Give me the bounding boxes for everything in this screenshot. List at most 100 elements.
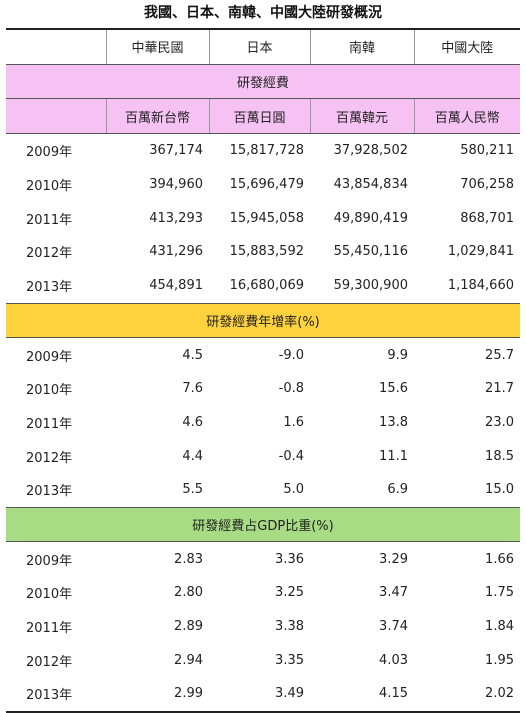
column-header-china: 中國大陸 <box>413 27 520 65</box>
value-cell: 18.5 <box>485 448 514 464</box>
year-label: 2013年 <box>6 677 106 713</box>
year-label: 2010年 <box>26 383 73 399</box>
value-cell: 431,296 <box>149 244 203 260</box>
table-row: 2010年 2.80 3.25 3.47 1.75 <box>6 576 520 610</box>
year-label: 2013年 <box>6 472 106 508</box>
unit-label: 百萬日圓 <box>208 98 310 135</box>
value-cell: 413,293 <box>149 210 203 226</box>
value-cell: 3.29 <box>379 551 408 567</box>
column-header-taiwan: 中華民國 <box>105 27 209 65</box>
year-label: 2010年 <box>26 179 73 195</box>
growth-section-header: 研發經費年增率(%) <box>6 303 520 339</box>
value-cell: 15,696,479 <box>229 177 304 193</box>
unit-label: 百萬人民幣 <box>413 98 520 135</box>
table-row: 2012年 431,296 15,883,592 55,450,116 1,029,84… <box>6 235 520 269</box>
year-label: 2013年 <box>6 268 106 304</box>
gdp-section-header: 研發經費占GDP比重(%) <box>6 507 520 543</box>
table-row: 2009年 367,174 15,817,728 37,928,502 580,211 <box>6 134 520 168</box>
value-cell: 2.02 <box>414 677 520 713</box>
value-cell: 2.94 <box>174 652 203 668</box>
value-cell: 4.4 <box>182 448 203 464</box>
table-row: 2009年 2.83 3.36 3.29 1.66 <box>6 542 520 576</box>
value-cell: 13.8 <box>379 414 408 430</box>
value-cell: 1.84 <box>485 619 514 635</box>
value-cell: 394,960 <box>149 177 203 193</box>
value-cell: 23.0 <box>485 414 514 430</box>
column-header-korea: 南韓 <box>309 27 414 65</box>
value-cell: 43,854,834 <box>333 177 408 193</box>
value-cell: 7.6 <box>182 381 203 397</box>
value-cell: 55,450,116 <box>333 244 408 260</box>
table-row: 2010年 7.6 -0.8 15.6 21.7 <box>6 372 520 406</box>
table-row: 2011年 413,293 15,945,058 49,890,419 868,701 <box>6 201 520 235</box>
year-label: 2009年 <box>26 553 73 569</box>
value-cell: 3.38 <box>275 619 304 635</box>
gdp-section-title: 研發經費占GDP比重(%) <box>6 507 520 543</box>
value-cell: 706,258 <box>460 177 514 193</box>
value-cell: 3.49 <box>209 677 310 713</box>
year-label: 2011年 <box>26 416 73 432</box>
unit-label: 百萬新台幣 <box>105 98 209 135</box>
value-cell: 4.03 <box>379 652 408 668</box>
table-row: 2012年 2.94 3.35 4.03 1.95 <box>6 643 520 677</box>
expense-section-header: 研發經費 <box>6 64 520 100</box>
year-label: 2011年 <box>26 621 73 637</box>
value-cell: -9.0 <box>278 347 304 363</box>
value-cell: 37,928,502 <box>333 143 408 159</box>
column-header-row: 中華民國 日本 南韓 中國大陸 <box>6 27 520 65</box>
value-cell: 3.35 <box>275 652 304 668</box>
year-label: 2012年 <box>26 654 73 670</box>
table-row: 2013年 454,891 16,680,069 59,300,900 1,184,66… <box>6 268 520 304</box>
expense-unit-row: 百萬新台幣 百萬日圓 百萬韓元 百萬人民幣 <box>6 98 520 135</box>
growth-section-title: 研發經費年增率(%) <box>6 303 520 339</box>
value-cell: 21.7 <box>485 381 514 397</box>
year-label: 2009年 <box>26 349 73 365</box>
value-cell: 15,817,728 <box>229 143 304 159</box>
value-cell: 1.6 <box>283 414 304 430</box>
value-cell: 9.9 <box>387 347 408 363</box>
value-cell: 6.9 <box>310 472 414 508</box>
table-row: 2013年 2.99 3.49 4.15 2.02 <box>6 677 520 713</box>
year-label: 2011年 <box>26 212 73 228</box>
value-cell: 3.25 <box>275 585 304 601</box>
value-cell: 3.36 <box>275 551 304 567</box>
value-cell: 2.80 <box>174 585 203 601</box>
unit-corner-cell <box>6 98 106 135</box>
value-cell: 580,211 <box>460 143 514 159</box>
value-cell: 1,029,841 <box>447 244 514 260</box>
table-row: 2011年 2.89 3.38 3.74 1.84 <box>6 610 520 644</box>
table-row: 2010年 394,960 15,696,479 43,854,834 706,258 <box>6 168 520 202</box>
value-cell: 1,184,660 <box>414 268 520 304</box>
value-cell: 15,883,592 <box>229 244 304 260</box>
value-cell: 1.95 <box>485 652 514 668</box>
value-cell: 5.5 <box>106 472 209 508</box>
value-cell: 4.5 <box>182 347 203 363</box>
page-title: 我國、日本、南韓、中國大陸研發概況 <box>144 5 382 21</box>
value-cell: 367,174 <box>149 143 203 159</box>
value-cell: 2.99 <box>106 677 209 713</box>
value-cell: 454,891 <box>106 268 209 304</box>
value-cell: 11.1 <box>379 448 408 464</box>
table-row: 2009年 4.5 -9.0 9.9 25.7 <box>6 338 520 372</box>
value-cell: 2.83 <box>174 551 203 567</box>
value-cell: 49,890,419 <box>333 210 408 226</box>
unit-label: 百萬韓元 <box>309 98 414 135</box>
column-header-japan: 日本 <box>208 27 310 65</box>
table-row: 2013年 5.5 5.0 6.9 15.0 <box>6 472 520 508</box>
value-cell: 1.66 <box>485 551 514 567</box>
value-cell: 868,701 <box>460 210 514 226</box>
value-cell: 1.75 <box>485 585 514 601</box>
year-label: 2009年 <box>26 145 73 161</box>
table-body: 中華民國 日本 南韓 中國大陸 研發經費 百萬新台幣 百萬日圓 百萬韓元 百萬人民幣 20… <box>6 27 520 713</box>
corner-cell <box>6 27 106 65</box>
value-cell: -0.4 <box>278 448 304 464</box>
value-cell: 5.0 <box>209 472 310 508</box>
expense-section-title: 研發經費 <box>6 64 520 100</box>
year-label: 2012年 <box>26 246 73 262</box>
value-cell: 2.89 <box>174 619 203 635</box>
table-row: 2011年 4.6 1.6 13.8 23.0 <box>6 406 520 440</box>
value-cell: 15.6 <box>379 381 408 397</box>
value-cell: -0.8 <box>278 381 304 397</box>
year-label: 2012年 <box>26 450 73 466</box>
year-label: 2010年 <box>26 587 73 603</box>
